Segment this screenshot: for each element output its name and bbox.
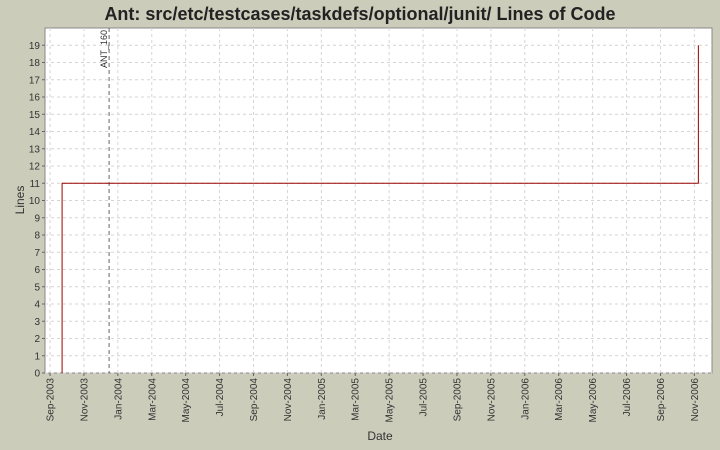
y-tick-label: 10 <box>29 196 41 207</box>
plot-area <box>44 27 713 374</box>
y-tick-label: 12 <box>29 162 41 173</box>
x-tick-label: Nov-2006 <box>690 378 701 422</box>
y-tick-label: 0 <box>34 369 40 380</box>
y-tick-label: 7 <box>34 248 40 259</box>
marker-label: ANT_160 <box>99 30 109 68</box>
x-tick-label: Jan-2004 <box>113 378 124 420</box>
chart-title: Ant: src/etc/testcases/taskdefs/optional… <box>104 4 615 24</box>
x-tick-label: Nov-2004 <box>283 378 294 422</box>
x-tick-label: Nov-2003 <box>79 378 90 422</box>
x-tick-label: Sep-2003 <box>46 378 57 422</box>
y-tick-label: 9 <box>34 213 40 224</box>
y-tick-label: 14 <box>29 127 41 138</box>
x-tick-label: Jul-2004 <box>215 378 226 417</box>
x-tick-label: May-2006 <box>588 378 599 423</box>
y-tick-label: 19 <box>29 41 41 52</box>
y-tick-label: 16 <box>29 93 41 104</box>
x-tick-label: Mar-2005 <box>351 378 362 421</box>
y-tick-label: 17 <box>29 75 41 86</box>
x-tick-label: May-2005 <box>385 378 396 423</box>
x-tick-label: Mar-2006 <box>554 378 565 421</box>
y-tick-label: 4 <box>34 300 40 311</box>
x-axis-label: Date <box>367 429 393 443</box>
x-tick-label: Mar-2004 <box>147 378 158 421</box>
x-tick-label: Jul-2005 <box>419 378 430 417</box>
x-tick-label: Sep-2006 <box>656 378 667 422</box>
y-tick-label: 5 <box>34 282 40 293</box>
y-tick-label: 1 <box>34 351 40 362</box>
y-tick-label: 11 <box>30 179 41 190</box>
y-tick-label: 18 <box>29 58 41 69</box>
x-tick-label: Nov-2005 <box>486 378 497 422</box>
x-tick-label: Jan-2005 <box>317 378 328 420</box>
y-tick-label: 6 <box>34 265 40 276</box>
y-tick-label: 13 <box>29 144 41 155</box>
x-tick-label: Jul-2006 <box>622 378 633 417</box>
y-axis-label: Lines <box>13 186 27 215</box>
y-tick-label: 15 <box>29 110 41 121</box>
x-tick-label: Sep-2004 <box>249 378 260 422</box>
y-tick-label: 3 <box>34 317 40 328</box>
x-tick-label: Jan-2006 <box>520 378 531 420</box>
data-line <box>61 45 699 373</box>
x-tick-label: May-2004 <box>181 378 192 423</box>
x-tick-label: Sep-2005 <box>452 378 463 422</box>
y-tick-label: 2 <box>34 334 40 345</box>
y-tick-label: 8 <box>34 231 40 242</box>
